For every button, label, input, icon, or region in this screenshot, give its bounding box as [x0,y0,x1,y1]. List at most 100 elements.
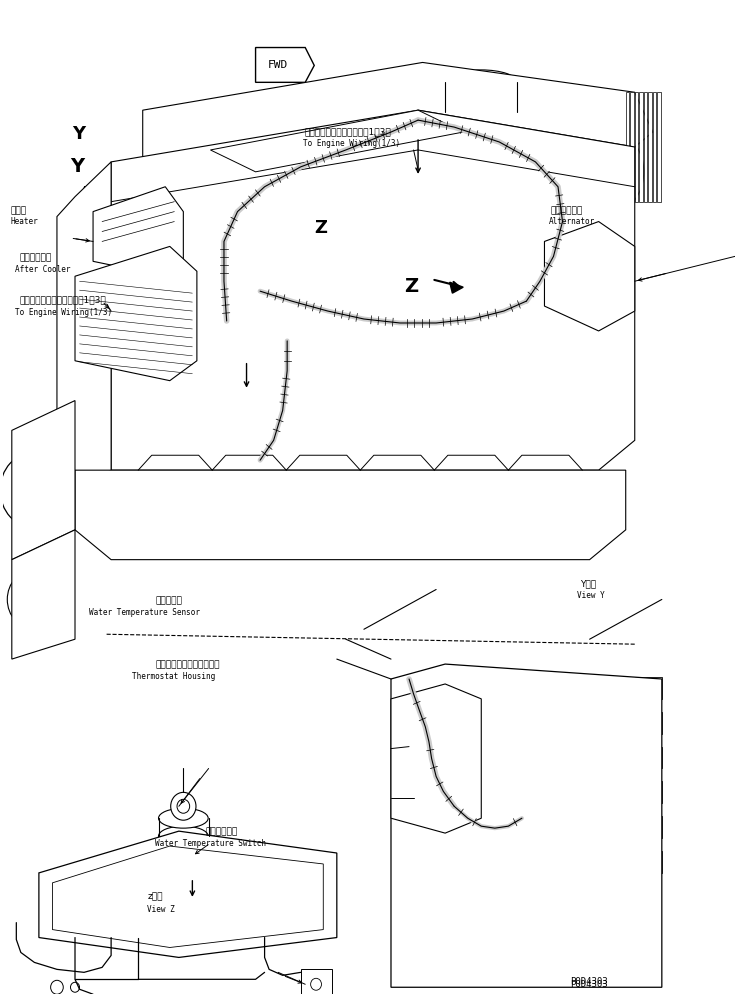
Text: Heater: Heater [11,217,38,226]
Text: Water Temperature Switch: Water Temperature Switch [155,839,266,848]
Circle shape [27,483,42,498]
Text: Y　視: Y 視 [580,579,596,588]
Text: PQD4303: PQD4303 [570,977,607,986]
Ellipse shape [159,827,208,846]
Text: サーモスタットハウジング: サーモスタットハウジング [155,661,220,670]
Ellipse shape [315,264,359,299]
Text: Alternator: Alternator [549,217,595,226]
Ellipse shape [562,853,570,870]
Ellipse shape [587,154,597,165]
Polygon shape [391,664,662,987]
Circle shape [540,789,621,878]
Text: After Cooler: After Cooler [15,265,71,274]
Text: Thermostat Housing: Thermostat Housing [132,672,215,682]
Circle shape [556,904,565,914]
Polygon shape [256,48,315,83]
Text: 水温スイッチ: 水温スイッチ [205,828,237,836]
Polygon shape [39,831,337,957]
Text: Y: Y [73,125,85,143]
Circle shape [490,897,499,907]
Ellipse shape [602,830,618,837]
Bar [635,817,662,838]
Ellipse shape [600,182,606,196]
Polygon shape [84,186,118,216]
Polygon shape [75,246,197,381]
Polygon shape [75,471,625,559]
Ellipse shape [445,70,517,95]
Bar [635,712,662,734]
Circle shape [561,812,600,855]
Circle shape [513,868,522,878]
Ellipse shape [414,729,450,779]
Polygon shape [625,93,629,201]
Circle shape [594,162,612,181]
Text: エンジンワイヤリングへ（1／3）: エンジンワイヤリングへ（1／3） [19,296,106,305]
Polygon shape [653,93,656,201]
Text: Z: Z [315,218,328,237]
Text: Water Temperature Sensor: Water Temperature Sensor [89,608,200,617]
Ellipse shape [600,147,606,161]
Circle shape [71,982,79,992]
Bar [635,677,662,699]
Polygon shape [630,93,634,201]
Text: Z: Z [404,277,419,296]
Polygon shape [450,282,463,293]
Text: Y: Y [71,158,85,176]
Ellipse shape [422,740,442,768]
Circle shape [502,912,511,922]
Polygon shape [648,93,652,201]
Circle shape [21,584,48,614]
Circle shape [51,980,63,994]
Text: FWD: FWD [268,60,288,70]
Text: ヒータ: ヒータ [11,206,27,215]
Ellipse shape [159,809,208,829]
Polygon shape [12,529,75,659]
Ellipse shape [283,241,391,321]
Circle shape [177,800,190,814]
Ellipse shape [559,799,573,811]
Ellipse shape [570,261,610,291]
Circle shape [15,469,54,511]
Circle shape [531,881,540,890]
Circle shape [0,453,68,527]
Polygon shape [639,93,643,201]
Bar [635,747,662,769]
Text: View Z: View Z [148,905,175,914]
Bar [400,699,467,819]
Circle shape [562,127,644,216]
Ellipse shape [592,852,599,870]
Polygon shape [210,111,463,171]
Ellipse shape [613,168,625,175]
Text: To Engine Wiring(1/3): To Engine Wiring(1/3) [303,139,400,149]
Bar [635,782,662,804]
Text: View Y: View Y [578,591,605,600]
Polygon shape [57,162,111,491]
Polygon shape [93,186,183,276]
Ellipse shape [298,253,375,309]
Ellipse shape [609,179,620,190]
Polygon shape [657,93,661,201]
Circle shape [311,978,321,990]
Ellipse shape [587,179,597,190]
Circle shape [578,144,628,199]
Polygon shape [52,846,323,947]
Text: オルタネータ: オルタネータ [551,206,582,215]
Polygon shape [635,93,639,201]
Text: エンジンワイヤリングへ（1／3）: エンジンワイヤリングへ（1／3） [305,128,392,137]
Polygon shape [111,111,635,471]
Circle shape [511,925,520,935]
Circle shape [171,793,196,821]
Ellipse shape [545,826,556,840]
Ellipse shape [588,800,603,810]
Ellipse shape [581,168,593,175]
Bar [635,851,662,873]
Text: 水温センサ: 水温センサ [155,596,182,605]
Polygon shape [143,63,653,162]
Text: To Engine Wiring(1/3): To Engine Wiring(1/3) [15,308,112,317]
Polygon shape [12,401,75,559]
Text: z　視: z 視 [148,892,163,901]
Circle shape [522,769,639,897]
Polygon shape [545,221,635,331]
Circle shape [495,853,503,863]
Ellipse shape [456,74,506,92]
